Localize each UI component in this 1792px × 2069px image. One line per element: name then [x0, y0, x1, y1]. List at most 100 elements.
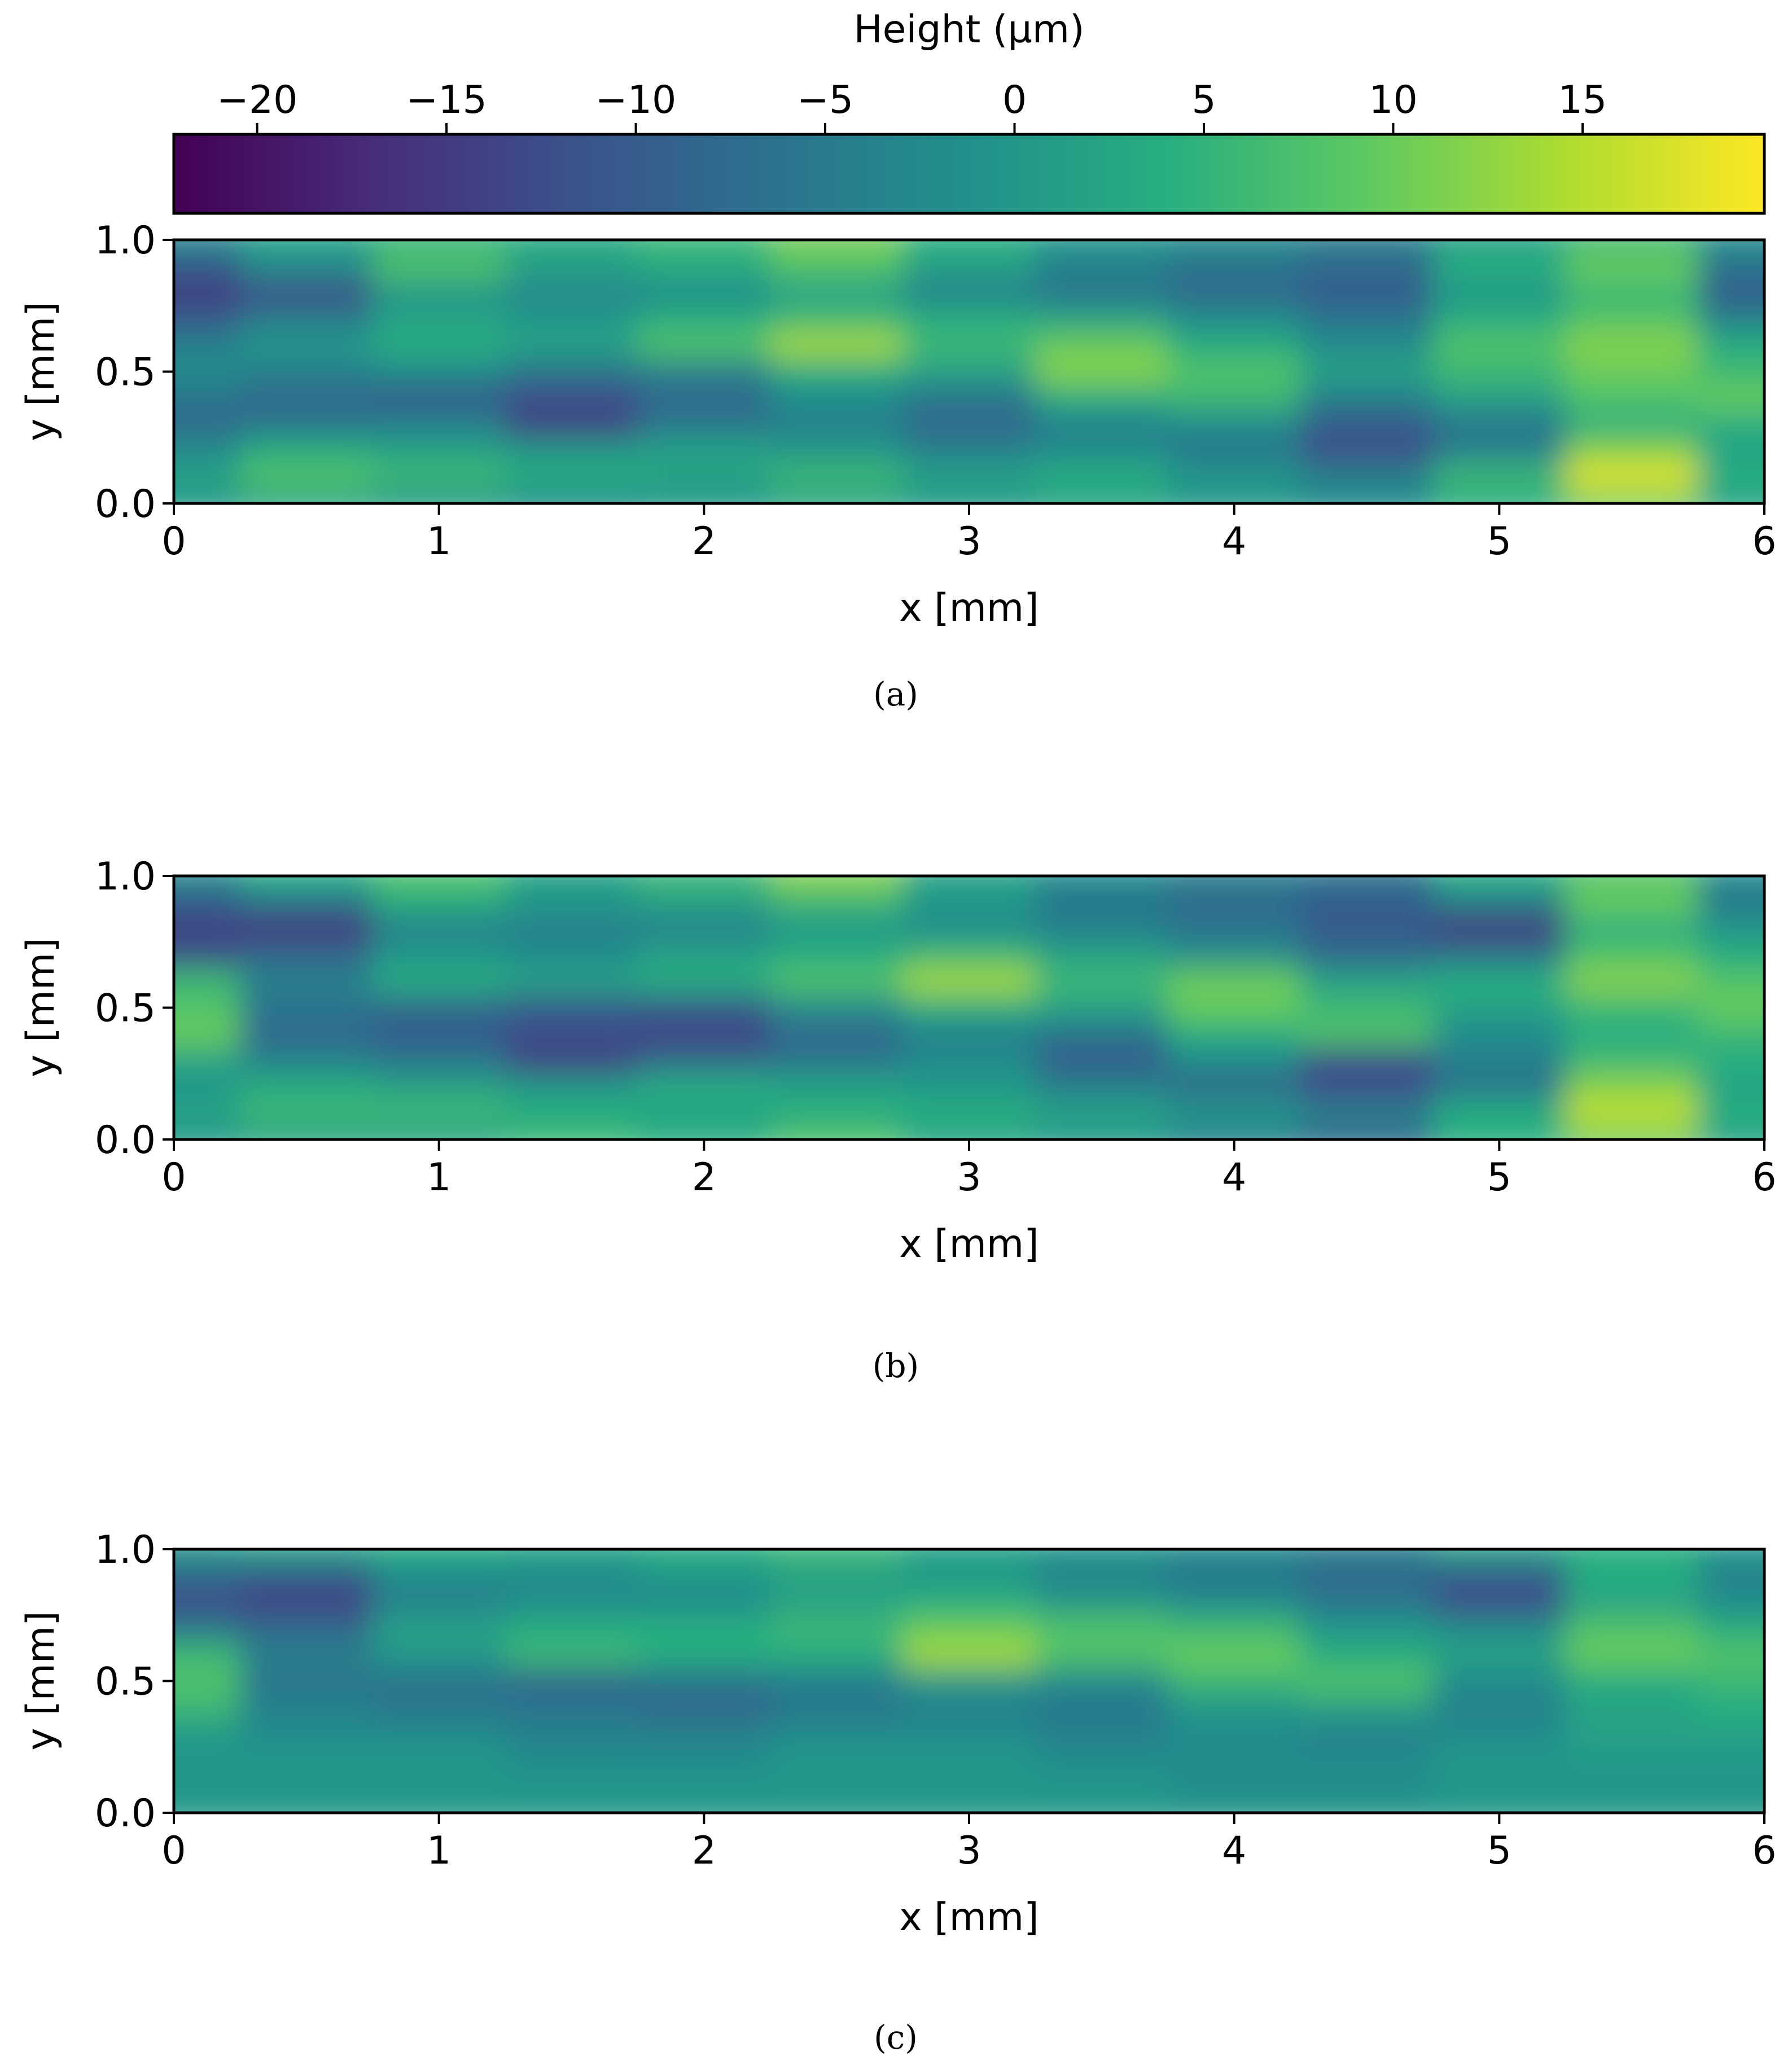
- heatmap-cell: [1698, 1020, 1764, 1048]
- heatmap-cell: [1698, 1589, 1764, 1616]
- heatmap-cell: [902, 1562, 1036, 1590]
- heatmap-cell: [1168, 437, 1302, 464]
- heatmap-cell: [505, 240, 638, 254]
- x-tick-label: 6: [1752, 519, 1776, 564]
- heatmap-cell: [1698, 1641, 1764, 1669]
- heatmap-cell: [174, 358, 241, 385]
- heatmap-cell: [770, 968, 904, 996]
- heatmap-cell: [902, 1747, 1036, 1774]
- heatmap-cell: [770, 463, 904, 491]
- heatmap-cell: [637, 1562, 771, 1590]
- heatmap-cell: [1698, 411, 1764, 439]
- heatmap-cell: [770, 358, 904, 385]
- heatmap-cell: [240, 240, 374, 254]
- heatmap-cell: [770, 1099, 904, 1127]
- heatmap-cell: [174, 411, 241, 439]
- heatmap-cell: [373, 1126, 506, 1139]
- heatmap-cell: [240, 1615, 374, 1642]
- heatmap-cell: [1432, 1047, 1566, 1075]
- heatmap-cell: [1565, 1720, 1699, 1748]
- heatmap-cell: [505, 411, 638, 439]
- heatmap-cell: [770, 1694, 904, 1721]
- heatmap-cell: [902, 968, 1036, 996]
- heatmap-cell: [174, 490, 241, 503]
- x-tick-label: 4: [1222, 1829, 1246, 1873]
- heatmap-cell: [770, 1126, 904, 1139]
- heatmap-cell: [373, 1099, 506, 1127]
- heatmap-cell: [174, 1589, 241, 1616]
- heatmap-cell: [1565, 305, 1699, 333]
- x-tick-label: 0: [161, 519, 186, 564]
- colorbar-tick-label: 15: [1558, 78, 1607, 122]
- heatmap-cell: [1168, 1720, 1302, 1748]
- heatmap-cell: [174, 305, 241, 333]
- heatmap-cell: [505, 1549, 638, 1563]
- heatmap-cell: [1300, 1668, 1434, 1695]
- heatmap-cell: [1168, 358, 1302, 385]
- heatmap-cell: [505, 1747, 638, 1774]
- heatmap-cell: [240, 437, 374, 464]
- heatmap-cell: [373, 1694, 506, 1721]
- axis-ticks-b: 0 1 2 3 4 5 6 0.0 0.5 1.0: [95, 854, 1777, 1200]
- heatmap-cell: [1565, 332, 1699, 360]
- heatmap-cell: [1698, 1549, 1764, 1563]
- heatmap-cell: [1565, 384, 1699, 412]
- heatmap-cell: [1035, 1641, 1169, 1669]
- heatmap-cell: [373, 1773, 506, 1800]
- heatmap-cell: [1432, 1549, 1566, 1563]
- heatmap-cell: [1565, 1668, 1699, 1695]
- heatmap-cell: [1698, 240, 1764, 254]
- heatmap-cell: [1698, 941, 1764, 969]
- colorbar-tick-label: −10: [595, 78, 677, 122]
- heatmap-cell: [902, 490, 1036, 503]
- heatmap-cell: [505, 1126, 638, 1139]
- heatmap-cell: [1168, 1562, 1302, 1590]
- heatmap-cell: [1035, 1668, 1169, 1695]
- heatmap-cell: [1168, 1549, 1302, 1563]
- y-tick-label: 0.5: [95, 1660, 156, 1704]
- heatmap-cell: [174, 1073, 241, 1101]
- heatmap-cell: [1432, 463, 1566, 491]
- heatmap-cell: [1432, 253, 1566, 280]
- heatmap-cell: [902, 358, 1036, 385]
- heatmap-cell: [1168, 240, 1302, 254]
- y-tick-label: 0.5: [95, 987, 156, 1031]
- heatmap-cell: [1565, 1126, 1699, 1139]
- heatmap-cell: [1168, 1047, 1302, 1075]
- axis-ticks-c: 0 1 2 3 4 5 6 0.0 0.5 1.0: [95, 1528, 1777, 1873]
- heatmap-cell: [240, 1073, 374, 1101]
- heatmap-cell: [637, 1773, 771, 1800]
- heatmap-cell: [1300, 1549, 1434, 1563]
- heatmap-cell: [637, 358, 771, 385]
- heatmap-cell: [1698, 1799, 1764, 1813]
- heatmap-cell: [770, 1073, 904, 1101]
- heatmap-cell: [1300, 437, 1434, 464]
- heatmap-cell: [505, 968, 638, 996]
- heatmap-cell: [1565, 915, 1699, 943]
- heatmap-cell: [373, 876, 506, 890]
- heatmap-cell: [770, 1562, 904, 1590]
- heatmap-cell: [1698, 1720, 1764, 1748]
- colorbar-tick-label: 0: [1002, 78, 1027, 122]
- heatmap-cell: [240, 1589, 374, 1616]
- heatmap-cell: [373, 915, 506, 943]
- heatmap-cell: [1698, 915, 1764, 943]
- heatmap-cell: [637, 279, 771, 306]
- heatmap-cell: [1432, 1615, 1566, 1642]
- heatmap-cell: [1698, 437, 1764, 464]
- heatmap-cell: [240, 1720, 374, 1748]
- heatmap-cell: [902, 240, 1036, 254]
- y-tick-label: 0.0: [95, 482, 156, 527]
- heatmap-cell: [1168, 876, 1302, 890]
- heatmap-cell: [1035, 1773, 1169, 1800]
- heatmap-cell: [637, 1694, 771, 1721]
- heatmap-cell: [770, 941, 904, 969]
- heatmap-cell: [1698, 1747, 1764, 1774]
- heatmap-cell: [1300, 876, 1434, 890]
- heatmap-cell: [240, 915, 374, 943]
- heatmap-cell: [505, 305, 638, 333]
- heatmap-cell: [1565, 968, 1699, 996]
- heatmap-cell: [1300, 1747, 1434, 1774]
- colorbar-ticks: −20 −15 −10 −5 0 5 10 15: [217, 78, 1607, 134]
- heatmap-cell: [174, 437, 241, 464]
